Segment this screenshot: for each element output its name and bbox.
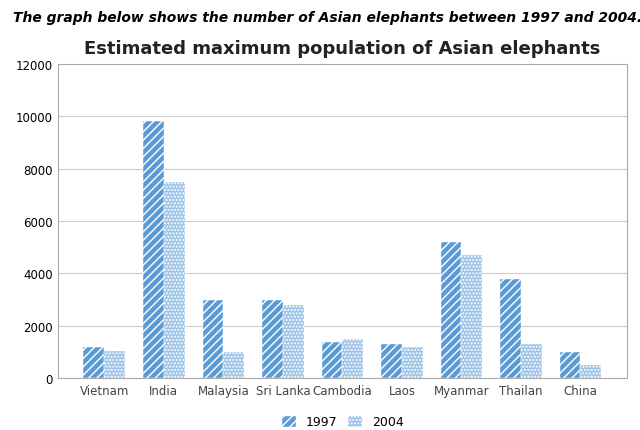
Bar <box>461 255 483 378</box>
Bar <box>223 352 244 378</box>
Bar <box>164 182 185 378</box>
Bar <box>381 344 402 378</box>
Bar <box>580 366 602 378</box>
Bar <box>321 342 342 378</box>
Bar <box>342 339 364 378</box>
Bar <box>440 243 461 378</box>
Bar <box>521 344 542 378</box>
Bar <box>402 347 423 378</box>
Bar <box>500 279 521 378</box>
Bar <box>143 122 164 378</box>
Bar <box>58 64 627 378</box>
Bar <box>283 305 304 378</box>
Bar <box>202 300 223 378</box>
Bar <box>104 351 125 378</box>
Bar <box>83 347 104 378</box>
Title: Estimated maximum population of Asian elephants: Estimated maximum population of Asian el… <box>84 40 600 58</box>
Bar <box>262 300 283 378</box>
Legend: 1997, 2004: 1997, 2004 <box>276 410 409 430</box>
Text: The graph below shows the number of Asian elephants between 1997 and 2004.: The graph below shows the number of Asia… <box>13 11 640 25</box>
Bar <box>559 352 580 378</box>
